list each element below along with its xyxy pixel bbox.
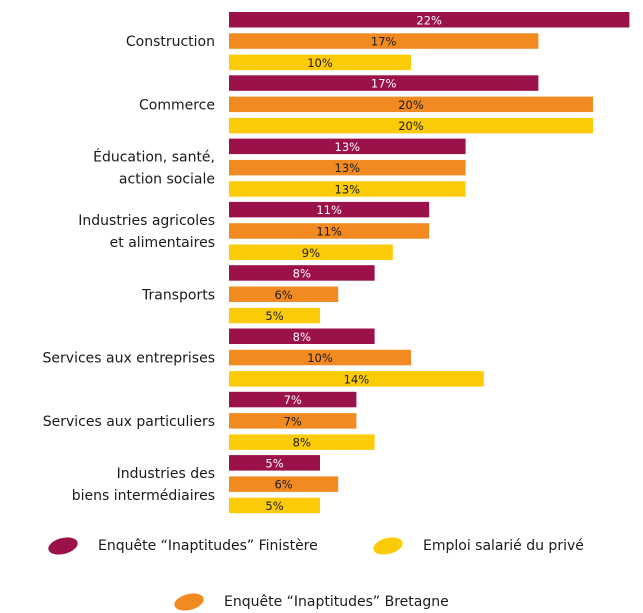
bar-value-label: 20% <box>398 98 424 112</box>
bar-value-label: 13% <box>335 140 361 154</box>
bar-value-label: 13% <box>335 182 361 196</box>
category-label-line: Services aux entreprises <box>43 351 215 367</box>
category-label-line: Industries des <box>117 466 215 482</box>
bar <box>229 413 357 429</box>
bar-value-label: 5% <box>265 309 283 323</box>
bar <box>229 96 593 113</box>
bar <box>229 307 320 324</box>
bar <box>229 328 375 344</box>
bar-value-label: 14% <box>344 372 370 386</box>
category-label-line: Éducation, santé, <box>93 149 215 166</box>
category-label-line: Industries agricoles <box>78 213 215 229</box>
category-label: Industries des biens intermédiaires <box>72 466 215 504</box>
bar <box>229 54 411 71</box>
bar-value-label: 22% <box>416 13 442 27</box>
category-label: Transports <box>141 287 215 303</box>
bar-value-label: 20% <box>398 119 424 133</box>
bar <box>229 201 430 218</box>
bar <box>229 349 411 366</box>
bar-value-label: 11% <box>316 203 342 217</box>
bar <box>229 265 375 281</box>
bar-value-label: 8% <box>293 266 311 280</box>
category-label: Services aux entreprises <box>43 351 215 367</box>
bar <box>229 117 593 134</box>
bar <box>229 434 375 450</box>
category-label: Construction <box>126 34 215 50</box>
category-label: Commerce <box>139 97 215 113</box>
bar-value-label: 8% <box>293 330 311 344</box>
category-label-line: Construction <box>126 34 215 50</box>
bar <box>229 455 320 471</box>
bar-value-label: 5% <box>265 499 283 513</box>
category-label-line: biens intermédiaires <box>72 488 215 504</box>
bar <box>229 476 339 492</box>
category-label-line: Commerce <box>139 97 215 113</box>
bar <box>229 33 539 49</box>
bar-value-label: 11% <box>316 224 342 238</box>
bar <box>229 391 357 408</box>
bar <box>229 159 466 176</box>
category-label-line: et alimentaires <box>110 235 215 251</box>
category-label: Industries agricoles et alimentaires <box>78 213 215 251</box>
bar-value-label: 8% <box>293 436 311 450</box>
bar-value-label: 7% <box>284 393 302 407</box>
bar-value-label: 7% <box>284 414 302 428</box>
bar <box>229 75 539 91</box>
bar-value-label: 10% <box>307 351 333 365</box>
bar <box>229 244 393 260</box>
category-label-line: Transports <box>141 287 215 303</box>
bar <box>229 181 466 197</box>
bar <box>229 138 466 155</box>
category-label-line: action sociale <box>119 172 215 188</box>
bar-value-label: 6% <box>274 478 292 492</box>
bar-value-label: 10% <box>307 56 333 70</box>
bar <box>229 12 630 28</box>
bar-value-label: 6% <box>274 288 292 302</box>
bar-value-label: 17% <box>371 77 397 91</box>
bar-value-label: 9% <box>302 246 320 260</box>
bar <box>229 371 484 387</box>
category-label: Éducation, santé, action sociale <box>93 149 215 188</box>
category-label: Services aux particuliers <box>43 414 215 430</box>
bar <box>229 497 320 514</box>
bar <box>229 223 430 239</box>
bar-value-label: 13% <box>335 161 361 175</box>
bar-value-label: 5% <box>265 456 283 470</box>
bar <box>229 286 339 302</box>
bar-value-label: 17% <box>371 35 397 49</box>
category-label-line: Services aux particuliers <box>43 414 215 430</box>
